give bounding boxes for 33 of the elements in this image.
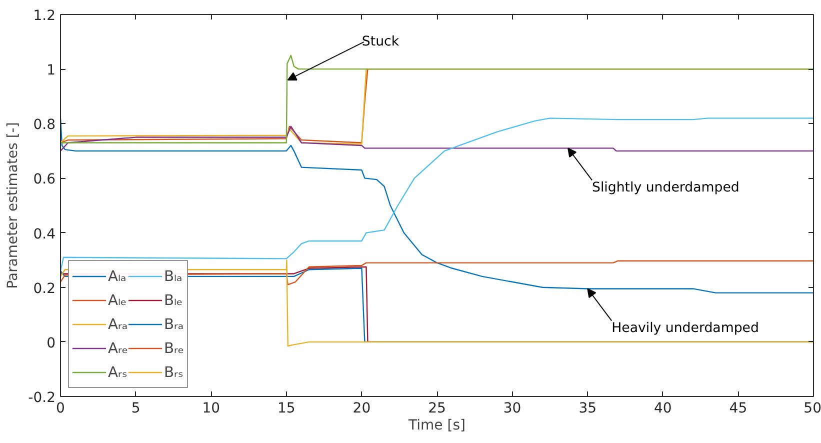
y-tick-label: 1.2 xyxy=(33,8,56,24)
x-tick-label: 15 xyxy=(277,400,296,416)
x-tick-label: 30 xyxy=(503,400,522,416)
x-tick-label: 25 xyxy=(428,400,446,416)
legend-label: Aₗₐ xyxy=(108,266,128,286)
y-tick-label: 0.6 xyxy=(33,172,56,188)
annotation: Heavily underdamped xyxy=(612,321,759,336)
legend-label: Bᵣₐ xyxy=(164,314,184,334)
x-tick-label: 45 xyxy=(729,400,748,416)
x-tick-label: 10 xyxy=(202,400,220,416)
y-tick-label: 0 xyxy=(46,335,56,352)
x-tick-label: 20 xyxy=(352,400,371,416)
x-tick-label: 35 xyxy=(578,400,597,416)
x-axis-title: Time [s] xyxy=(408,418,466,434)
legend-label: Bₗₑ xyxy=(164,290,184,310)
y-tick-label: 0.8 xyxy=(33,117,56,134)
y-tick-label: -0.2 xyxy=(28,390,56,406)
legend-label: Aᵣₛ xyxy=(108,362,128,382)
legend-label: Bᵣₛ xyxy=(164,362,184,382)
legend-label: Aᵣₐ xyxy=(108,314,128,334)
y-tick-label: 0.4 xyxy=(33,226,56,242)
y-tick-label: 0.2 xyxy=(33,280,56,297)
annotation: Stuck xyxy=(362,34,400,50)
y-axis-title: Parameter estimates [-] xyxy=(5,122,22,289)
legend-label: Bᵣₑ xyxy=(164,338,184,358)
legend-label: Aₗₑ xyxy=(108,290,128,310)
legend-label: Aᵣₑ xyxy=(108,338,128,358)
x-tick-label: 50 xyxy=(804,400,821,416)
x-tick-label: 40 xyxy=(654,400,672,416)
y-tick-label: 1 xyxy=(46,62,56,79)
legend-label: Bₗₐ xyxy=(164,266,184,286)
annotation: Slightly underdamped xyxy=(592,180,740,196)
x-tick-label: 5 xyxy=(131,400,140,416)
